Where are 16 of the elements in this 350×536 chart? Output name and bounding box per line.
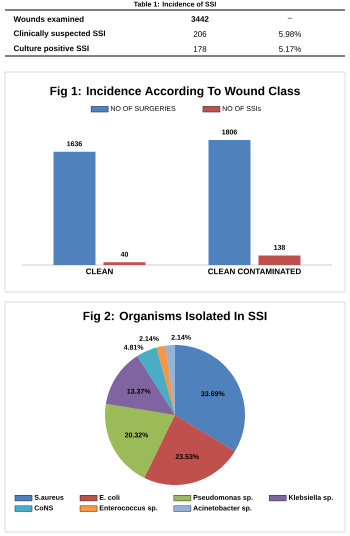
x-tick-label: CLEAN — [86, 268, 113, 274]
bar — [258, 255, 300, 266]
bar — [103, 262, 146, 266]
text: Culture positive SSI — [14, 45, 89, 53]
bar — [208, 140, 250, 266]
text: 5.17% — [278, 46, 302, 52]
text: Clinically suspected SSI — [14, 30, 106, 38]
chart-title: Fig 2: Organisms Isolated In SSI — [84, 311, 266, 323]
text: 178 — [194, 46, 206, 52]
x-tick-label: CLEAN CONTAMINATED — [208, 268, 301, 274]
text: Wounds examined — [14, 16, 84, 22]
text: 3442 — [191, 16, 209, 22]
text: 5.98% — [278, 31, 302, 37]
text: 206 — [194, 31, 206, 37]
bar — [54, 152, 96, 266]
chart-title: Fig 1: Incidence According To Wound Class — [50, 86, 300, 98]
